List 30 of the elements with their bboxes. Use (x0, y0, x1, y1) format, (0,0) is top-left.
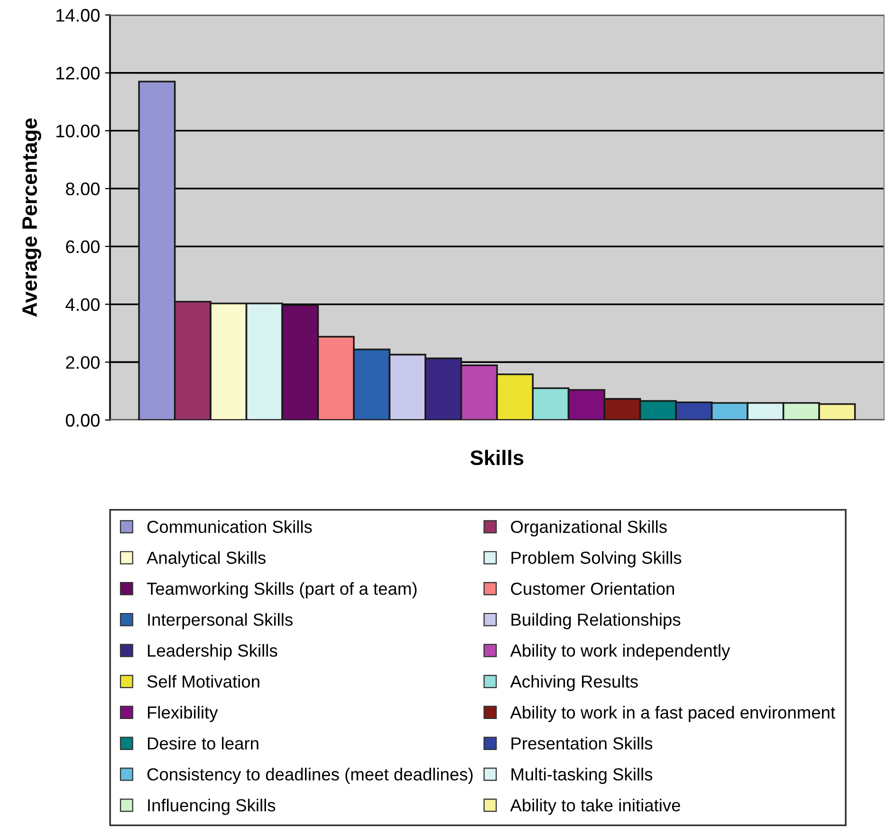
legend-label: Problem Solving Skills (512, 551, 682, 568)
legend-label: Influencing Skills (148, 798, 276, 815)
y-tick-label: 14.00 (56, 8, 100, 22)
y-tick-label: 12.00 (56, 66, 100, 80)
legend-label: Building Relationships (512, 613, 680, 630)
legend-label: Multi-tasking Skills (512, 768, 652, 784)
legend-label: Presentation Skills (512, 736, 652, 750)
y-tick-label: 8.00 (66, 182, 100, 196)
y-tick-label: 4.00 (66, 298, 100, 312)
legend-label: Self Motivation (147, 674, 260, 688)
y-tick-label: 2.00 (66, 356, 100, 369)
legend-label: Ability to work independently (510, 644, 730, 660)
legend-label: Customer Orientation (511, 582, 674, 595)
y-axis-title: Average Percentage (22, 118, 42, 317)
y-tick-label: 6.00 (66, 240, 100, 254)
legend-label: Ability to take initiative (510, 798, 680, 815)
legend-label: Desire to learn (148, 736, 258, 750)
legend-label: Interpersonal Skills (148, 613, 293, 630)
legend-label: Organizational Skills (510, 520, 667, 536)
legend-label: Achiving Results (510, 674, 638, 692)
legend-label: Teamworking Skills (part of a team) (146, 582, 417, 598)
legend-label: Ability to work in a fast paced environment (510, 706, 836, 722)
legend-label: Leadership Skills (148, 644, 278, 660)
legend-label: Communication Skills (147, 520, 312, 534)
x-axis-title: Skills (470, 450, 524, 466)
legend-label: Flexibility (148, 706, 218, 722)
y-tick-label: 0.00 (66, 414, 100, 427)
y-tick-label: 10.00 (56, 124, 100, 138)
legend-label: Consistency to deadlines (meet deadlines) (147, 768, 473, 784)
legend-label: Analytical Skills (146, 551, 266, 568)
